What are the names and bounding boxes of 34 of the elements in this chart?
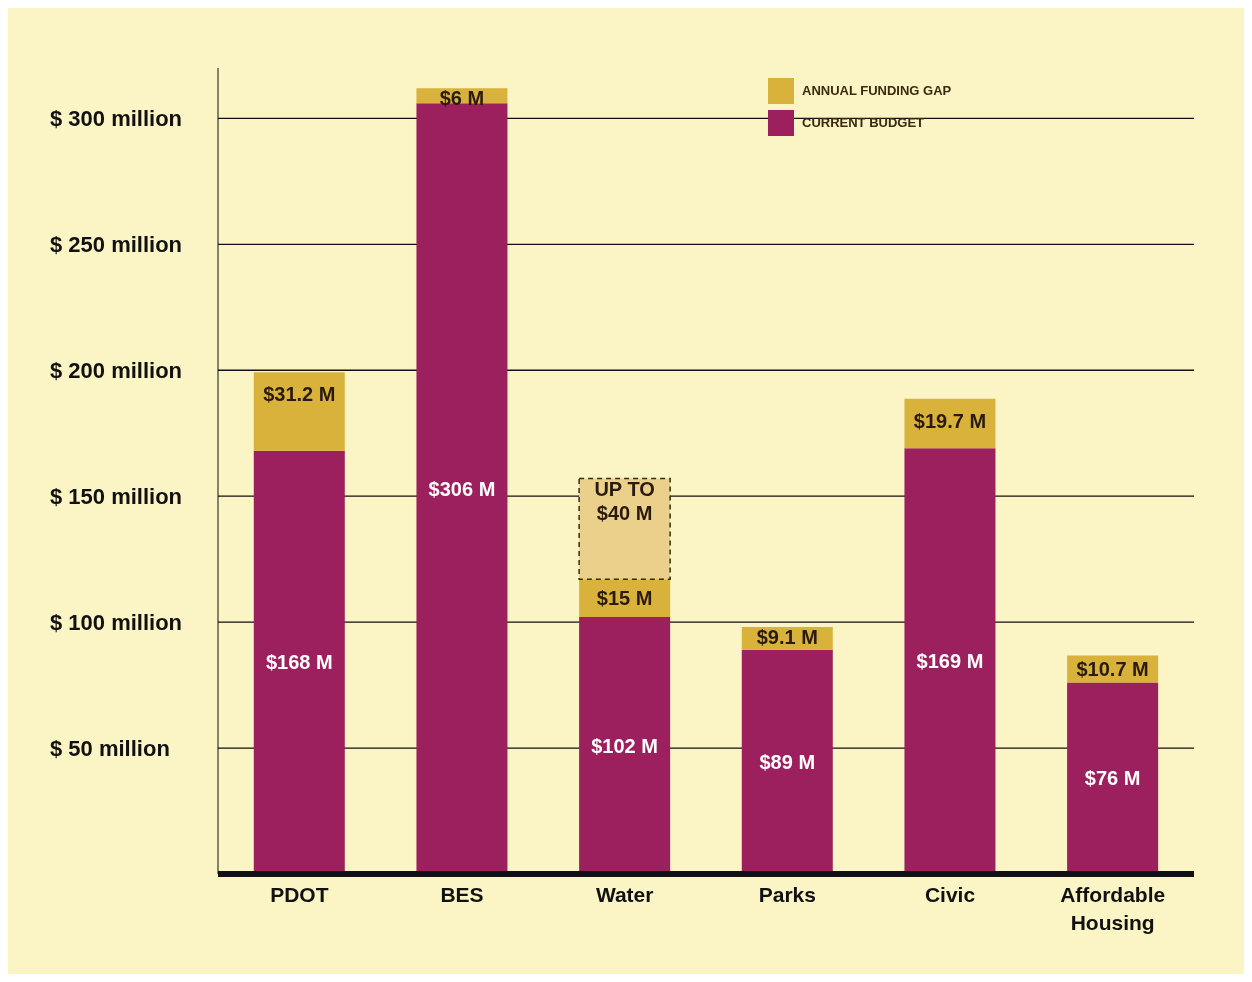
bar — [253, 372, 345, 451]
data-label: $169 M — [916, 650, 984, 673]
bar — [904, 448, 996, 874]
data-label: $6 M — [439, 87, 485, 110]
y-tick-label: $ 200 million — [50, 358, 183, 384]
x-tick-label: PDOT — [270, 883, 329, 906]
data-label: $19.7 M — [913, 409, 987, 432]
bar — [579, 617, 671, 874]
data-label: $306 M — [428, 477, 496, 500]
data-label: $76 M — [1084, 767, 1141, 790]
x-tick-label: Water — [595, 883, 654, 906]
x-tick-label: Parks — [758, 883, 816, 906]
bar — [1067, 682, 1159, 874]
bar — [253, 450, 345, 874]
data-label: $9.1 M — [756, 625, 818, 648]
legend-label: CURRENT BUDGET — [802, 115, 925, 131]
data-label: $15 M — [596, 587, 653, 610]
y-tick-label: $ 100 million — [50, 609, 183, 635]
y-tick-label: $ 150 million — [50, 484, 183, 509]
data-label: $102 M — [591, 734, 658, 757]
data-label: $168 M — [265, 651, 333, 674]
data-label: $31.2 M — [263, 383, 336, 406]
bar — [578, 477, 671, 581]
legend-label: ANNUAL FUNDING GAP — [802, 83, 952, 99]
data-label: UP TO $40 M — [594, 477, 655, 524]
x-tick-label: Affordable Housing — [1060, 883, 1166, 934]
y-tick-label: $ 300 million — [50, 106, 183, 132]
y-tick-label: $ 50 million — [50, 735, 170, 761]
data-label: $10.7 M — [1076, 658, 1149, 681]
y-tick-label: $ 250 million — [50, 232, 183, 258]
bar — [741, 649, 833, 874]
x-tick-label: Civic — [924, 883, 976, 906]
x-tick-label: BES — [440, 883, 484, 906]
data-label: $89 M — [759, 750, 816, 773]
